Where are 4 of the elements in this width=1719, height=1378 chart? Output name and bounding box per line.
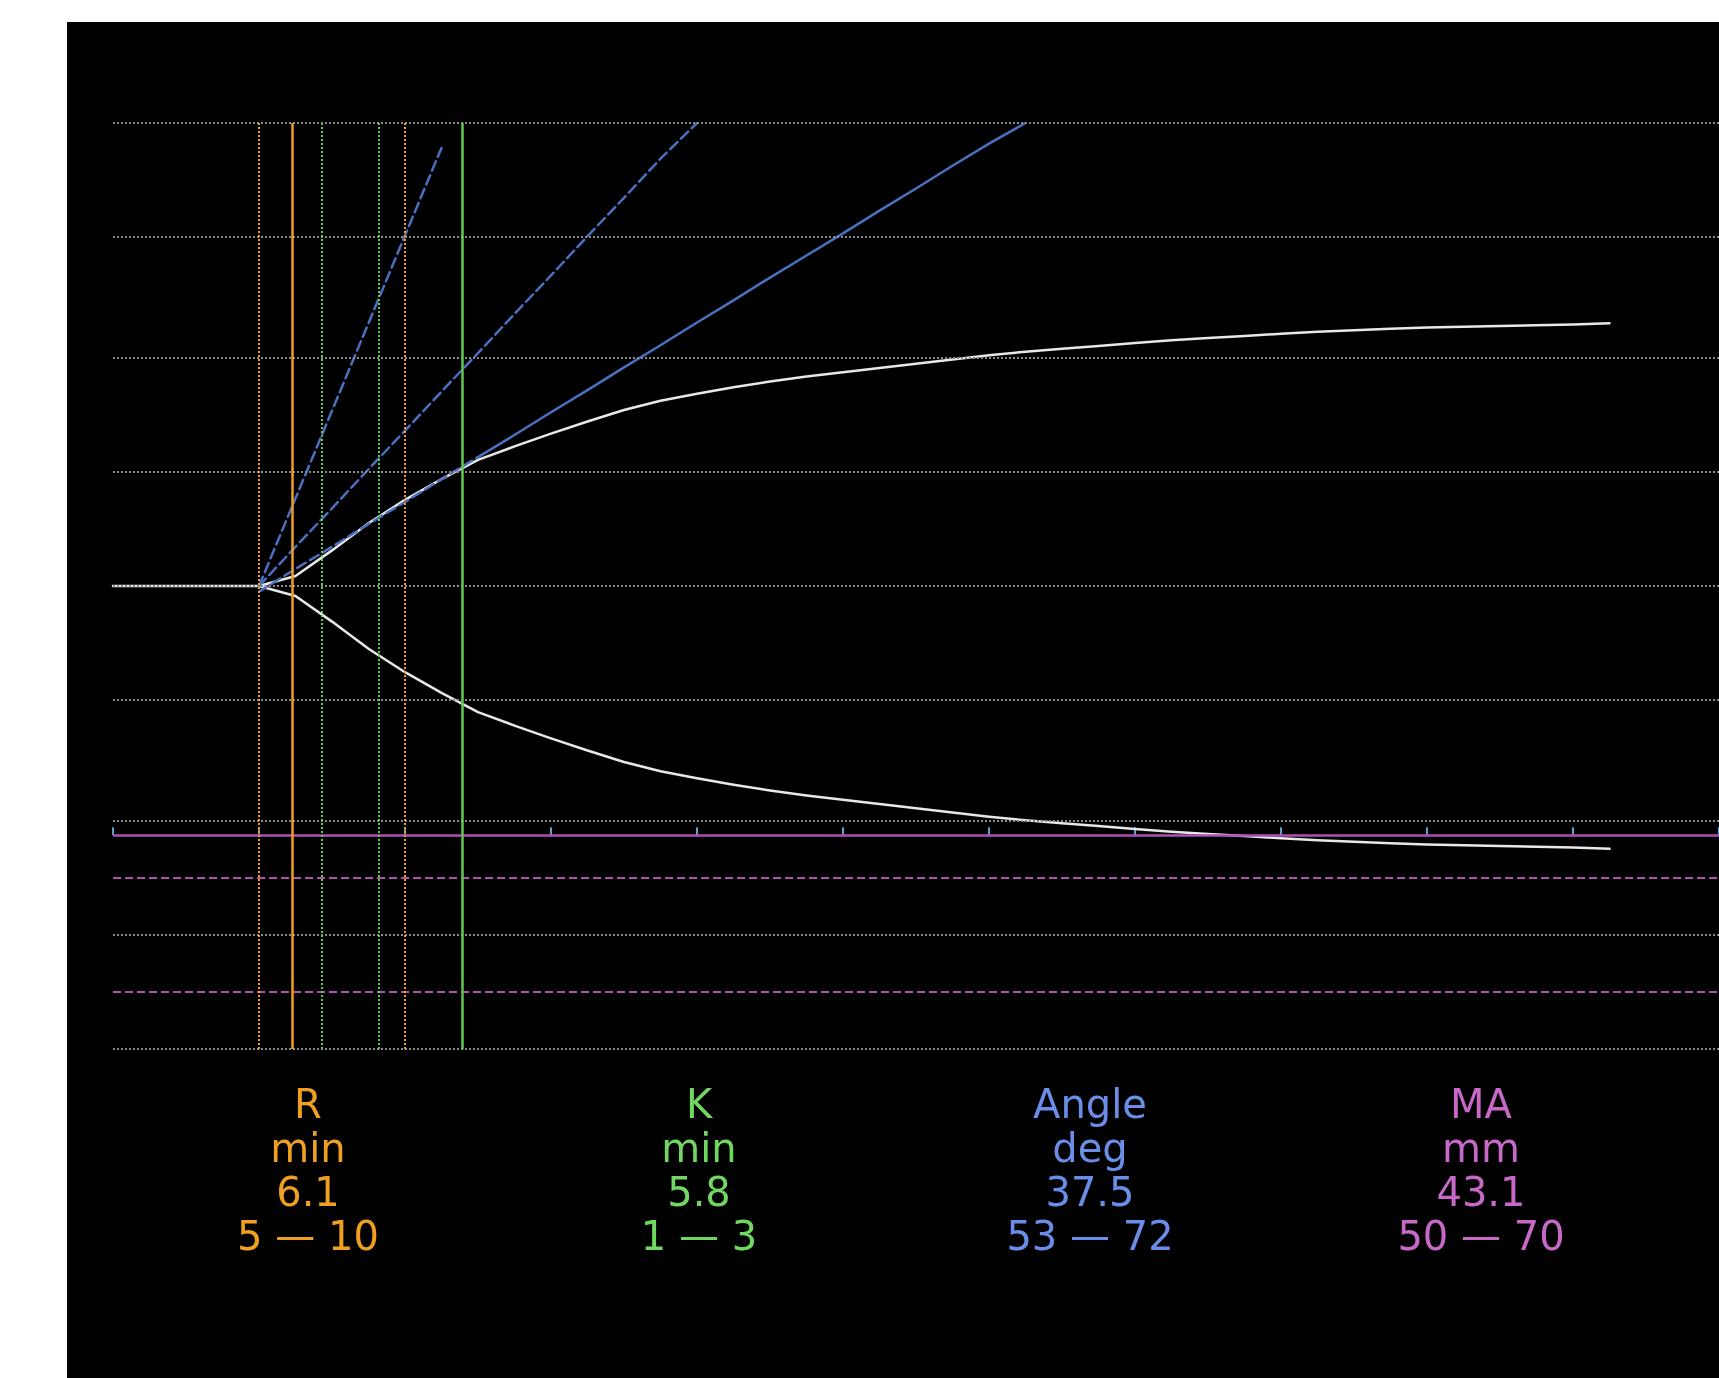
text: K min 5.8 1 — 3 [640, 1081, 758, 1259]
text: R min 6.1 5 — 10 [237, 1081, 379, 1259]
text: Angle deg 37.5 53 — 72 [1006, 1081, 1174, 1259]
text: MA mm 43.1 50 — 70 [1397, 1081, 1565, 1259]
